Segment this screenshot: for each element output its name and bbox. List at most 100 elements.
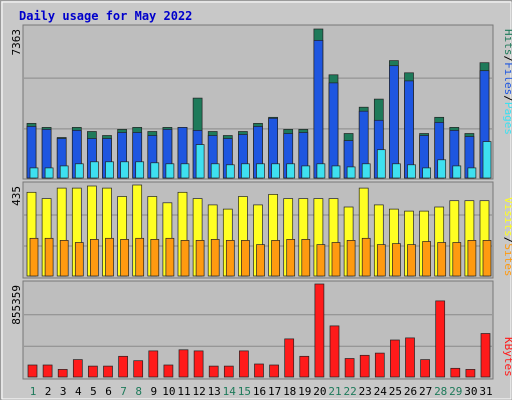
bar-kbytes-day-16 (254, 363, 264, 378)
bar-kbytes-day-24 (374, 352, 385, 378)
bar-sites-day-31 (482, 240, 492, 277)
day-label-29: 29 (449, 385, 462, 398)
bar-kbytes-day-11 (178, 349, 189, 378)
bar-pages-day-23 (361, 163, 371, 179)
day-label-31: 31 (479, 385, 492, 398)
bar-pages-day-9 (150, 162, 160, 179)
bar-kbytes-day-1 (27, 364, 38, 378)
bar-kbytes-day-2 (42, 364, 53, 378)
bar-sites-day-20 (316, 244, 326, 277)
bar-sites-day-26 (407, 244, 416, 277)
day-label-25: 25 (389, 385, 402, 398)
legend-files: Files (502, 62, 512, 95)
day-label-16: 16 (253, 385, 266, 398)
bar-pages-day-13 (210, 163, 220, 179)
bar-files-day-20 (313, 40, 324, 179)
bar-pages-day-24 (376, 149, 386, 179)
bar-pages-day-19 (301, 165, 311, 179)
bar-pages-day-10 (165, 163, 175, 179)
bar-sites-day-16 (256, 244, 265, 277)
bar-pages-day-20 (316, 163, 326, 179)
legend-hits-files-pages: Hits/Files/Pages (502, 29, 512, 135)
day-label-10: 10 (162, 385, 175, 398)
bar-kbytes-day-7 (118, 355, 128, 378)
bar-pages-day-7 (120, 161, 129, 179)
bar-kbytes-day-19 (299, 355, 310, 378)
bar-pages-day-27 (422, 167, 431, 179)
day-label-30: 30 (464, 385, 477, 398)
bar-sites-day-1 (29, 237, 39, 277)
bar-kbytes-day-15 (239, 350, 249, 378)
day-label-5: 5 (90, 385, 97, 398)
bar-kbytes-day-5 (88, 365, 98, 378)
bar-pages-day-12 (195, 144, 205, 179)
bar-pages-day-14 (225, 164, 235, 179)
bar-pages-day-21 (331, 165, 341, 179)
bar-sites-day-15 (241, 240, 250, 277)
day-label-4: 4 (75, 385, 82, 398)
bar-sites-day-17 (271, 240, 280, 277)
legend-sep-3: / (502, 237, 512, 244)
bar-pages-day-30 (467, 167, 477, 179)
day-label-27: 27 (419, 385, 432, 398)
legend-sep-1: / (502, 56, 512, 63)
day-label-2: 2 (45, 385, 52, 398)
bar-sites-day-8 (135, 237, 145, 277)
legend-kbytes: KBytes (502, 337, 512, 377)
day-label-11: 11 (177, 385, 190, 398)
bar-sites-day-24 (376, 244, 386, 277)
bar-kbytes-day-3 (57, 369, 68, 378)
bar-sites-day-30 (467, 240, 477, 277)
bar-sites-day-9 (150, 239, 160, 277)
bar-pages-day-29 (452, 165, 462, 179)
bar-sites-day-4 (74, 242, 84, 277)
bar-kbytes-day-31 (480, 333, 491, 378)
legend-pages: Pages (502, 102, 512, 135)
bar-sites-day-29 (452, 242, 462, 277)
bar-sites-day-7 (120, 239, 129, 277)
day-label-17: 17 (268, 385, 281, 398)
day-label-8: 8 (135, 385, 142, 398)
bar-pages-day-22 (346, 166, 356, 179)
bar-sites-day-2 (44, 237, 54, 277)
bar-kbytes-day-25 (390, 339, 400, 378)
day-label-24: 24 (374, 385, 388, 398)
bar-kbytes-day-4 (72, 359, 83, 378)
bar-kbytes-day-12 (193, 350, 204, 378)
bar-pages-day-3 (59, 165, 69, 179)
bar-kbytes-day-6 (103, 365, 113, 378)
bar-files-day-26 (404, 80, 414, 179)
chart-title: Daily usage for May 2022 (19, 9, 192, 23)
day-label-18: 18 (283, 385, 296, 398)
bar-sites-day-3 (59, 240, 69, 277)
bar-kbytes-day-28 (435, 300, 446, 378)
legend-sep-2: / (502, 95, 512, 102)
bar-pages-day-26 (407, 164, 416, 179)
bar-sites-day-22 (346, 240, 356, 277)
bar-sites-day-11 (180, 240, 190, 277)
bar-sites-day-21 (331, 242, 341, 277)
chart-marks (24, 28, 492, 378)
day-label-19: 19 (298, 385, 311, 398)
bar-pages-day-25 (392, 163, 401, 179)
ymax-label-kbytes: 855359 (10, 285, 23, 325)
bar-sites-day-28 (437, 242, 447, 277)
bar-sites-day-10 (165, 237, 175, 277)
bar-sites-day-18 (286, 239, 296, 277)
bar-files-day-25 (389, 65, 399, 179)
bar-kbytes-day-17 (269, 364, 279, 378)
bar-pages-day-1 (29, 167, 39, 179)
bar-pages-day-16 (256, 163, 265, 179)
bar-pages-day-18 (286, 163, 296, 179)
bar-sites-day-25 (392, 243, 401, 277)
day-label-3: 3 (60, 385, 67, 398)
day-label-9: 9 (150, 385, 157, 398)
bar-kbytes-day-8 (133, 360, 144, 378)
day-label-14: 14 (223, 385, 237, 398)
bar-pages-day-2 (44, 167, 54, 179)
bar-pages-day-11 (180, 163, 190, 179)
bar-pages-day-5 (90, 161, 99, 179)
